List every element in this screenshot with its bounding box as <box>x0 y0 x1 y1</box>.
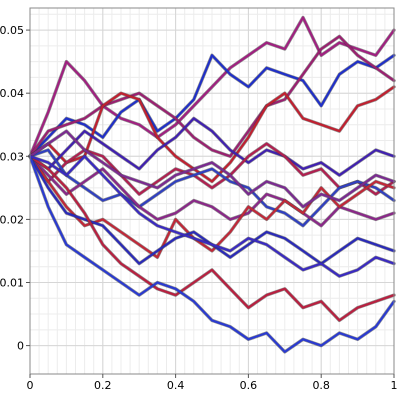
series-8-line <box>28 155 396 227</box>
x-tick-label: 0.6 <box>240 379 258 392</box>
plot-frame <box>29 7 395 375</box>
axis-layer: 0 0.2 0.4 0.6 0.8 1 0 0.01 0.02 0.03 0.04 0.05 <box>0 24 398 392</box>
y-tick-label: 0.01 <box>0 277 24 290</box>
series-7-line <box>28 148 396 227</box>
y-tick-label: 0.05 <box>0 24 24 37</box>
y-tick-label: 0 <box>17 340 24 353</box>
y-tick-label: 0.02 <box>0 213 24 226</box>
x-tick-label: 0.2 <box>94 379 112 392</box>
series-layer <box>28 15 396 354</box>
series-2-line <box>28 54 396 158</box>
series-13-line <box>28 130 396 208</box>
x-tick-label: 0.4 <box>167 379 185 392</box>
series-1-line <box>28 16 396 158</box>
x-tick-label: 0 <box>27 379 34 392</box>
series-6-line <box>28 142 396 196</box>
y-tick-label: 0.04 <box>0 87 24 100</box>
y-tick-label: 0.03 <box>0 150 24 163</box>
series-12-line <box>28 155 396 353</box>
series-14-line <box>28 155 396 278</box>
series-11-line <box>28 155 396 322</box>
series-4-line <box>28 85 396 183</box>
series-5-line <box>28 117 396 177</box>
x-tick-label: 1 <box>391 379 398 392</box>
series-3-line <box>28 35 396 158</box>
x-tick-label: 0.8 <box>312 379 330 392</box>
